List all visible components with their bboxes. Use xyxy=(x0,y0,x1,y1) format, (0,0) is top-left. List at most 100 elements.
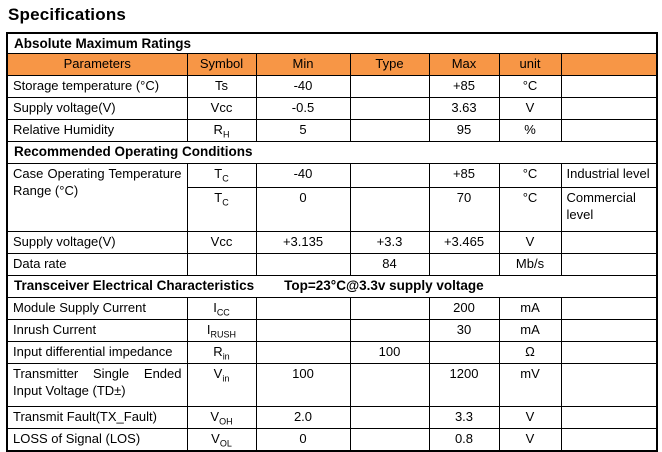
symbol-cell: IRUSH xyxy=(186,319,257,342)
col-header-unit: unit xyxy=(498,53,562,76)
note-cell xyxy=(560,319,658,342)
symbol-cell: ICC xyxy=(186,297,257,320)
symbol-subscript: RUSH xyxy=(210,329,237,340)
unit-cell: mA xyxy=(498,319,562,342)
param-cell: Relative Humidity xyxy=(6,119,188,142)
type-cell xyxy=(349,119,430,142)
section-title: Absolute Maximum Ratings xyxy=(6,32,658,54)
type-cell xyxy=(349,97,430,120)
type-cell xyxy=(349,428,430,452)
symbol-cell: Rin xyxy=(186,341,257,364)
min-cell: -40 xyxy=(255,163,351,188)
symbol-cell: VOH xyxy=(186,406,257,429)
table-section-absolute-max: Absolute Maximum Ratings xyxy=(6,32,658,54)
max-cell: +85 xyxy=(428,75,500,98)
param-cell: Storage temperature (°C) xyxy=(6,75,188,98)
section-title: Recommended Operating Conditions xyxy=(6,141,658,164)
note-cell xyxy=(560,428,658,452)
table-row: Data rate 84 Mb/s xyxy=(6,253,658,276)
max-cell: 0.8 xyxy=(428,428,500,452)
symbol-subscript: OH xyxy=(219,416,233,427)
max-cell: 70 xyxy=(428,187,500,232)
col-header-max: Max xyxy=(428,53,500,76)
symbol-subscript: C xyxy=(222,197,229,208)
col-header-parameters: Parameters xyxy=(6,53,188,76)
unit-cell: Mb/s xyxy=(498,253,562,276)
col-header-min: Min xyxy=(255,53,351,76)
type-cell xyxy=(349,319,430,342)
param-cell: Transmit Fault(TX_Fault) xyxy=(6,406,188,429)
note-cell xyxy=(560,297,658,320)
symbol-cell: TC xyxy=(186,187,257,232)
col-header-type: Type xyxy=(349,53,430,76)
col-header-blank xyxy=(560,53,658,76)
note-cell xyxy=(560,75,658,98)
min-cell xyxy=(255,341,351,364)
max-cell: +85 xyxy=(428,163,500,188)
note-cell xyxy=(560,406,658,429)
param-cell: LOSS of Signal (LOS) xyxy=(6,428,188,452)
unit-cell: °C xyxy=(498,75,562,98)
max-cell xyxy=(428,341,500,364)
type-cell xyxy=(349,187,430,232)
type-cell: 84 xyxy=(349,253,430,276)
note-cell xyxy=(560,253,658,276)
param-cell: Supply voltage(V) xyxy=(6,97,188,120)
note-cell xyxy=(560,119,658,142)
note-cell xyxy=(560,97,658,120)
min-cell: 5 xyxy=(255,119,351,142)
type-cell xyxy=(349,363,430,407)
type-cell xyxy=(349,163,430,188)
unit-cell: V xyxy=(498,406,562,429)
symbol-cell xyxy=(186,253,257,276)
table-row: Supply voltage(V) Vcc +3.135 +3.3 +3.465… xyxy=(6,231,658,254)
min-cell xyxy=(255,297,351,320)
symbol-subscript: in xyxy=(222,373,230,384)
min-cell: 100 xyxy=(255,363,351,407)
type-cell xyxy=(349,406,430,429)
symbol-cell: Vin xyxy=(186,363,257,407)
min-cell xyxy=(255,253,351,276)
table-row: Input differential impedance Rin 100 Ω xyxy=(6,341,658,364)
type-cell: 100 xyxy=(349,341,430,364)
note-cell: Industrial level xyxy=(560,163,658,188)
min-cell: 0 xyxy=(255,187,351,232)
table-row: Case Operating Temperature Range (°C) TC… xyxy=(6,163,658,232)
table-row: LOSS of Signal (LOS) VOL 0 0.8 V xyxy=(6,428,658,452)
symbol-cell: TC xyxy=(186,163,257,188)
symbol-subscript: C xyxy=(222,173,229,184)
table-row: Transmitter Single Ended Input Voltage (… xyxy=(6,363,658,407)
table-row: Inrush Current IRUSH 30 mA xyxy=(6,319,658,342)
unit-cell: °C xyxy=(498,163,562,188)
param-cell: Data rate xyxy=(6,253,188,276)
table-section-transceiver: Transceiver Electrical Characteristics To… xyxy=(6,275,658,298)
table-row: Module Supply Current ICC 200 mA xyxy=(6,297,658,320)
section-subtitle: Top=23°C@3.3v supply voltage xyxy=(284,278,484,293)
max-cell: 200 xyxy=(428,297,500,320)
param-cell: Inrush Current xyxy=(6,319,188,342)
note-cell: Commercial level xyxy=(560,187,658,232)
max-cell: +3.465 xyxy=(428,231,500,254)
max-cell: 3.63 xyxy=(428,97,500,120)
table-row: TC 0 70 °C Commercial level xyxy=(7,187,658,232)
type-cell xyxy=(349,297,430,320)
specifications-table: Absolute Maximum Ratings Parameters Symb… xyxy=(6,32,659,452)
param-cell: Transmitter Single Ended Input Voltage (… xyxy=(6,363,188,407)
max-cell xyxy=(428,253,500,276)
table-row: Supply voltage(V) Vcc -0.5 3.63 V xyxy=(6,97,658,120)
symbol-subscript: CC xyxy=(216,307,230,318)
symbol-cell: Ts xyxy=(186,75,257,98)
max-cell: 1200 xyxy=(428,363,500,407)
min-cell: -0.5 xyxy=(255,97,351,120)
type-cell xyxy=(349,75,430,98)
note-cell xyxy=(560,341,658,364)
table-row: Transmit Fault(TX_Fault) VOH 2.0 3.3 V xyxy=(6,406,658,429)
min-cell: 0 xyxy=(255,428,351,452)
param-cell: Input differential impedance xyxy=(6,341,188,364)
symbol-cell: Vcc xyxy=(186,97,257,120)
param-cell: Module Supply Current xyxy=(6,297,188,320)
table-column-header-row: Parameters Symbol Min Type Max unit xyxy=(6,53,658,76)
symbol-subscript: OL xyxy=(219,438,232,449)
max-cell: 30 xyxy=(428,319,500,342)
symbol-subscript: in xyxy=(222,351,230,362)
